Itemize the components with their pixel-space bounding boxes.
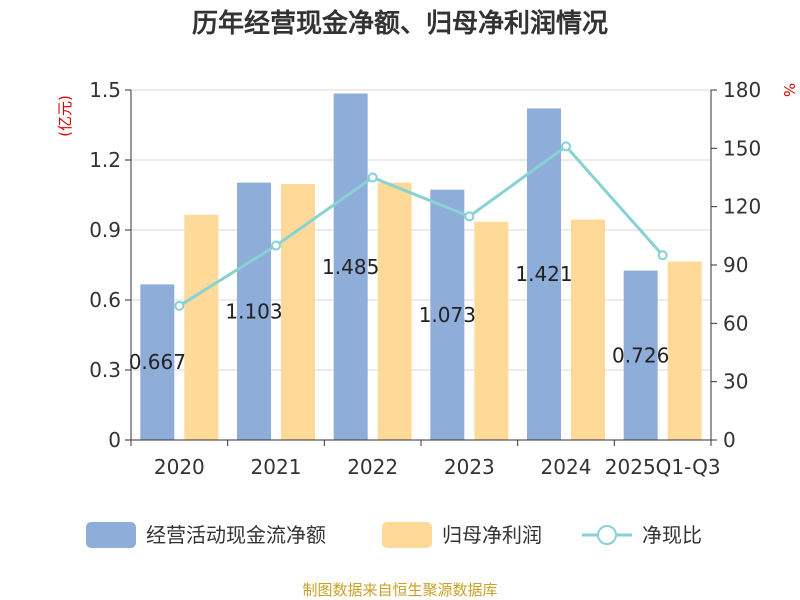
x-tick-label: 2025Q1-Q3 (605, 455, 721, 479)
cashflow-data-label: 0.726 (612, 343, 669, 367)
left-axis-unit: (亿元) (56, 95, 74, 137)
legend-label: 经营活动现金流净额 (146, 523, 326, 547)
ratio-point (367, 172, 378, 183)
x-tick-label: 2021 (251, 455, 302, 479)
cashflow-bar (623, 270, 658, 440)
right-tick-label: 90 (723, 253, 748, 277)
ratio-point (657, 250, 668, 261)
cashflow-data-label: 1.485 (322, 255, 379, 279)
legend-swatch (382, 522, 432, 548)
ratio-point (271, 240, 281, 251)
data-labels: 0.667 1.103 1.485 1.073 1.421 0.726 (129, 255, 670, 374)
right-tick-label: 30 (723, 370, 748, 394)
left-tick-label: 0.6 (89, 288, 121, 312)
net-profit-bar (377, 182, 412, 440)
right-tick-label: 180 (723, 78, 761, 102)
right-axis-unit: % (780, 83, 798, 97)
legend-swatch-marker (597, 525, 617, 545)
net-profit-bar (184, 214, 219, 440)
grid-lines (131, 89, 711, 371)
x-tick-label: 2022 (347, 455, 398, 479)
x-tick-label: 2024 (541, 455, 592, 479)
net-profit-bar (571, 219, 605, 440)
left-tick-label: 0.3 (89, 358, 121, 382)
source-note: 制图数据来自恒生聚源数据库 (302, 581, 497, 599)
cashflow-bar (333, 93, 368, 440)
net-profit-bar (667, 261, 702, 440)
net-profit-bar (474, 221, 509, 440)
cashflow-data-label: 0.667 (129, 350, 186, 374)
x-tick-label: 2020 (154, 455, 205, 479)
ratio-point (561, 141, 571, 152)
x-tick-label: 2023 (444, 455, 495, 479)
ratio-point (174, 300, 185, 311)
left-tick-label: 1.5 (89, 78, 121, 102)
legend-label: 归母净利润 (442, 523, 542, 547)
cashflow-bar (430, 189, 465, 440)
left-tick-label: 1.2 (89, 148, 121, 172)
left-tick-label: 0 (108, 428, 121, 452)
legend-label: 净现比 (642, 523, 702, 547)
cashflow-bar (140, 284, 175, 440)
cashflow-bar (237, 182, 271, 440)
ratio-series-line (178, 144, 664, 308)
right-tick-label: 150 (723, 136, 761, 160)
cashflow-data-label: 1.421 (515, 262, 572, 286)
cashflow-data-label: 1.073 (419, 303, 476, 327)
right-tick-label: 120 (723, 195, 761, 219)
ratio-line (174, 141, 668, 311)
net-profit-bar (281, 184, 315, 440)
ratio-point (464, 211, 475, 222)
right-tick-label: 60 (723, 311, 748, 335)
legend-swatch (86, 522, 136, 548)
right-tick-label: 0 (723, 428, 736, 452)
left-tick-label: 0.9 (89, 218, 121, 242)
bars (140, 93, 702, 440)
legend: 经营活动现金流净额 归母净利润 净现比 (86, 522, 702, 548)
chart-title: 历年经营现金净额、归母净利润情况 (192, 8, 608, 39)
cashflow-data-label: 1.103 (225, 299, 282, 323)
axes: 0 0.3 0.6 0.9 1.2 1.5 0 30 60 90 120 150 180 2020 2021… (89, 78, 761, 479)
